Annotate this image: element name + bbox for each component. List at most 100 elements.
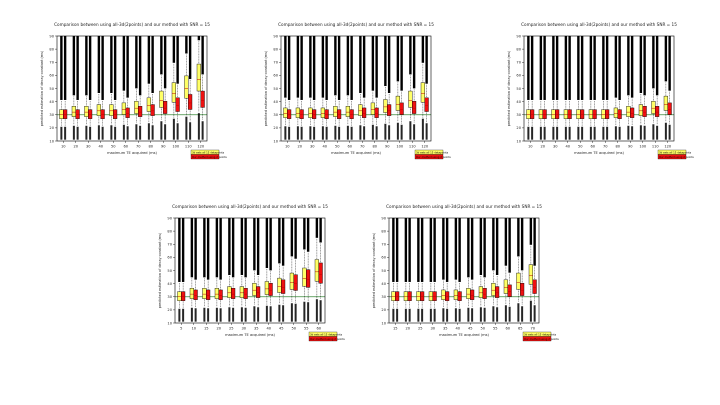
series-b-outliers-low <box>458 308 461 322</box>
series-b-outliers-low <box>446 308 449 322</box>
series-b-outliers-high <box>568 36 571 100</box>
series-b-outliers-high <box>281 218 285 266</box>
series-a-box <box>239 286 244 298</box>
x-tick-label: 80 <box>615 145 620 149</box>
series-b-outliers-low <box>508 306 511 322</box>
series-a-outliers-low <box>517 303 520 322</box>
series-a-outliers-high <box>315 218 319 238</box>
x-tick-label: 30 <box>553 145 558 149</box>
series-b-box <box>181 291 186 301</box>
series-a-outliers-low <box>529 300 532 322</box>
series-a-outliers-low <box>396 122 399 140</box>
series-b-outliers-low <box>325 126 328 140</box>
series-a-box <box>96 104 101 116</box>
series-a-outliers-low <box>135 124 138 140</box>
series-a-box <box>370 102 375 115</box>
chart-title: Comparison between using all-3d(2points)… <box>172 204 328 209</box>
series-a-outliers-high <box>652 36 655 89</box>
series-a-box <box>408 90 413 108</box>
x-tick-label: 120 <box>664 145 672 149</box>
series-b-box <box>200 90 205 108</box>
series-b-outliers-high <box>101 36 104 100</box>
series-a-outliers-high <box>392 218 395 282</box>
series-a-outliers-high <box>122 36 126 91</box>
x-tick-label: 120 <box>197 145 205 149</box>
series-a-outliers-low <box>409 121 412 140</box>
legend-swatch-b <box>190 154 220 160</box>
series-a-outliers-low <box>228 307 231 322</box>
series-a-outliers-high <box>517 218 520 257</box>
chart-title: Comparison between using all-3d(2points)… <box>54 22 210 27</box>
series-b-outliers-high <box>287 36 291 100</box>
series-b-outliers-low <box>400 124 403 140</box>
x-tick-label: 55 <box>493 327 498 331</box>
series-b-box <box>530 109 535 119</box>
legend-label-a: 3d sets all 15 datapoints <box>310 332 343 336</box>
series-b-outliers-low <box>643 125 646 140</box>
series-b-box <box>362 107 367 118</box>
series-b-outliers-low <box>300 126 303 140</box>
y-tick-label: 10 <box>49 139 54 143</box>
x-tick-label: 90 <box>161 145 166 149</box>
x-tick-label: 80 <box>148 145 153 149</box>
series-a-outliers-low <box>404 308 407 322</box>
series-b-outliers-high <box>425 36 428 84</box>
series-b-outliers-low <box>282 305 285 322</box>
x-tick-label: 20 <box>297 145 302 149</box>
series-a-outliers-high <box>190 218 194 278</box>
series-a-box <box>84 106 89 117</box>
series-b-box <box>337 109 342 119</box>
series-a-outliers-high <box>72 36 76 96</box>
series-b-outliers-high <box>630 36 634 98</box>
x-tick-label: 20 <box>540 145 545 149</box>
series-a-box <box>551 109 556 119</box>
box-plot-svg: Comparison between using all-3d(2points)… <box>264 22 451 160</box>
y-tick-label: 40 <box>273 100 278 104</box>
series-a-box <box>526 109 531 119</box>
y-axis-label: predicted estimation of decay constant (… <box>40 50 44 126</box>
y-tick-label: 50 <box>167 269 172 273</box>
series-a-outliers-high <box>178 218 181 282</box>
y-tick-label: 80 <box>167 229 172 233</box>
y-tick-label: 90 <box>167 216 172 220</box>
series-b-box <box>188 94 193 110</box>
series-a-outliers-low <box>240 307 243 322</box>
series-a-box <box>563 109 568 119</box>
y-tick-label: 40 <box>167 282 172 286</box>
series-b-outliers-high <box>605 36 609 100</box>
series-a-outliers-low <box>564 126 567 140</box>
series-a-outliers-high <box>85 36 88 96</box>
series-a-outliers-low <box>602 126 605 140</box>
y-tick-label: 70 <box>49 61 54 65</box>
series-a-box <box>214 288 219 299</box>
series-a-outliers-high <box>265 218 269 269</box>
series-b-outliers-low <box>656 125 659 140</box>
series-a-outliers-high <box>172 36 176 63</box>
series-b-outliers-high <box>530 36 534 100</box>
series-a-outliers-low <box>284 126 287 140</box>
series-b-box <box>642 106 647 117</box>
series-b-outliers-low <box>207 308 210 322</box>
x-tick-label: 50 <box>578 145 583 149</box>
y-tick-label: 50 <box>273 87 278 91</box>
x-tick-label: 10 <box>61 145 66 149</box>
chart-panel-5: Comparison between using all-3d(2points)… <box>359 196 559 346</box>
series-b-outliers-high <box>76 36 79 100</box>
series-b-outliers-high <box>655 36 659 96</box>
series-b-box <box>163 100 168 114</box>
series-a-box <box>134 100 139 114</box>
series-a-outliers-high <box>284 36 287 98</box>
series-a-outliers-low <box>197 113 200 140</box>
series-a-outliers-high <box>467 218 470 278</box>
series-a-outliers-low <box>539 126 542 140</box>
series-b-outliers-low <box>139 125 142 140</box>
series-a-outliers-low <box>627 125 630 140</box>
series-b-outliers-high <box>458 218 461 282</box>
series-b-box <box>324 109 329 119</box>
series-b-outliers-high <box>408 218 411 282</box>
x-tick-label: 80 <box>372 145 377 149</box>
series-b-box <box>268 282 273 296</box>
y-tick-label: 70 <box>516 61 521 65</box>
series-b-outliers-low <box>232 307 235 322</box>
series-a-outliers-low <box>442 308 445 322</box>
